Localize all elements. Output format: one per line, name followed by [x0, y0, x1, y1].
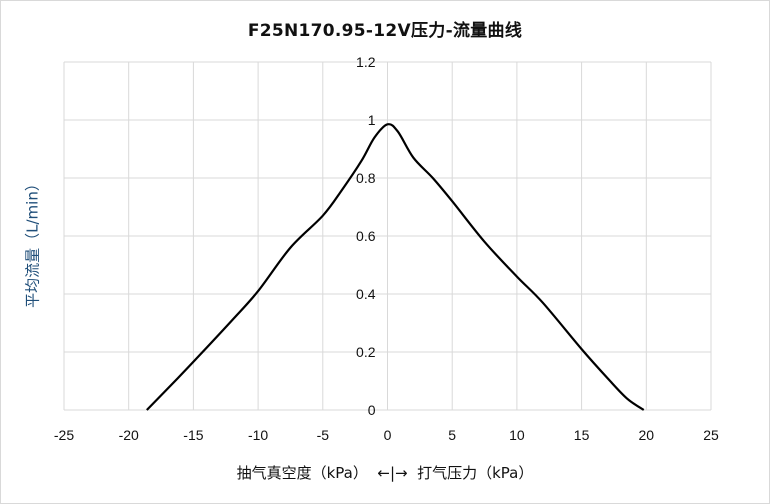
y-tick-label: 1.2 — [356, 54, 376, 70]
x-tick-label: 25 — [703, 427, 719, 443]
x-tick-label: -20 — [119, 427, 139, 443]
y-tick-label: 0 — [368, 402, 376, 418]
x-tick-label: 5 — [448, 427, 456, 443]
y-tick-label: 0.8 — [356, 170, 376, 186]
y-tick-label: 1 — [368, 112, 376, 128]
x-tick-label: 20 — [639, 427, 655, 443]
x-tick-label: -15 — [183, 427, 203, 443]
x-tick-label: 0 — [384, 427, 392, 443]
y-tick-label: 0.6 — [356, 228, 376, 244]
x-tick-label: 15 — [574, 427, 590, 443]
x-axis-label: 抽气真空度（kPa） ←|→ 打气压力（kPa） — [236, 464, 534, 482]
x-tick-label: -5 — [317, 427, 330, 443]
chart-title: F25N170.95-12V压力-流量曲线 — [247, 21, 523, 41]
x-tick-label: 10 — [509, 427, 525, 443]
y-tick-label: 0.2 — [356, 344, 376, 360]
y-tick-label: 0.4 — [356, 286, 376, 302]
series-line — [146, 123, 645, 411]
x-tick-label: -25 — [54, 427, 74, 443]
x-tick-label: -10 — [248, 427, 268, 443]
